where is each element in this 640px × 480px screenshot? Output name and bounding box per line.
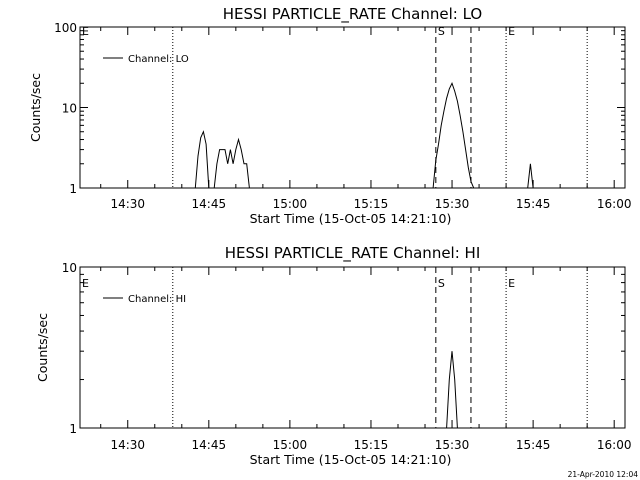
x-tick-label: 15:00 (273, 197, 308, 211)
end-marker-label: E (508, 25, 515, 38)
legend-label: Channel: HI (128, 294, 186, 305)
y-tick-label: 100 (54, 21, 77, 35)
panel-lo: HESSI PARTICLE_RATE Channel: LO 14:30 14:4… (28, 5, 631, 226)
x-axis-title: Start Time (15-Oct-05 14:21:10) (250, 211, 452, 226)
series-line-lo (194, 81, 534, 189)
chart-title: HESSI PARTICLE_RATE Channel: LO (223, 5, 482, 24)
y-axis-title: Counts/sec (28, 73, 43, 142)
x-tick-label: 15:45 (516, 438, 551, 452)
end-marker-label: E (82, 277, 89, 290)
generation-timestamp: 21-Apr-2010 12:04 (567, 470, 638, 479)
y-axis-title: Counts/sec (35, 313, 50, 382)
x-tick-label: 15:45 (516, 197, 551, 211)
plot-frame (79, 266, 626, 429)
x-tick-label: 15:30 (435, 438, 470, 452)
plot-frame (79, 26, 626, 189)
y-tick-label: 10 (62, 102, 77, 116)
end-marker-label: E (82, 25, 89, 38)
y-tick-label: 1 (69, 422, 77, 436)
y-tick-label: 10 (62, 261, 77, 275)
panel-hi: HESSI PARTICLE_RATE Channel: HI 14:30 14:4… (35, 244, 631, 467)
x-tick-label: 14:45 (192, 197, 227, 211)
x-tick-label: 15:15 (354, 438, 389, 452)
x-tick-label: 14:30 (110, 197, 145, 211)
x-tick-label: 15:00 (273, 438, 308, 452)
legend-label: Channel: LO (128, 54, 189, 65)
start-marker-label: S (438, 25, 445, 38)
x-tick-label: 15:30 (435, 197, 470, 211)
y-tick-label: 1 (69, 182, 77, 196)
x-tick-label: 14:30 (110, 438, 145, 452)
series-line-hi (446, 351, 458, 429)
start-marker-label: S (438, 277, 445, 290)
x-axis-title: Start Time (15-Oct-05 14:21:10) (250, 452, 452, 467)
chart-title: HESSI PARTICLE_RATE Channel: HI (225, 244, 481, 263)
x-tick-label: 16:00 (597, 438, 632, 452)
x-tick-label: 14:45 (192, 438, 227, 452)
end-marker-label: E (508, 277, 515, 290)
x-tick-label: 15:15 (354, 197, 389, 211)
x-tick-label: 16:00 (597, 197, 632, 211)
